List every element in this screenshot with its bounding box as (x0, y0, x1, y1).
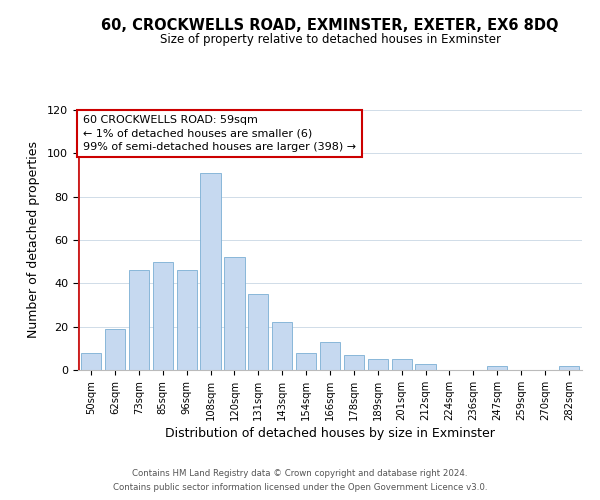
Bar (272, 322, 292, 370)
Bar (392, 359, 412, 370)
Bar (415, 364, 436, 370)
Bar (129, 270, 149, 370)
Bar (368, 359, 388, 370)
Bar (105, 329, 125, 370)
Text: 60, CROCKWELLS ROAD, EXMINSTER, EXETER, EX6 8DQ: 60, CROCKWELLS ROAD, EXMINSTER, EXETER, … (101, 18, 559, 32)
Bar (152, 262, 173, 370)
Bar (200, 173, 221, 370)
Text: Contains HM Land Registry data © Crown copyright and database right 2024.: Contains HM Land Registry data © Crown c… (132, 468, 468, 477)
Bar (176, 270, 197, 370)
Y-axis label: Number of detached properties: Number of detached properties (27, 142, 40, 338)
Bar (296, 352, 316, 370)
Bar (320, 342, 340, 370)
Text: Size of property relative to detached houses in Exminster: Size of property relative to detached ho… (160, 32, 500, 46)
Text: Contains public sector information licensed under the Open Government Licence v3: Contains public sector information licen… (113, 484, 487, 492)
Bar (81, 352, 101, 370)
Bar (487, 366, 508, 370)
Bar (559, 366, 579, 370)
Bar (344, 355, 364, 370)
X-axis label: Distribution of detached houses by size in Exminster: Distribution of detached houses by size … (165, 427, 495, 440)
Text: 60 CROCKWELLS ROAD: 59sqm
← 1% of detached houses are smaller (6)
99% of semi-de: 60 CROCKWELLS ROAD: 59sqm ← 1% of detach… (83, 115, 356, 152)
Bar (248, 294, 268, 370)
Bar (224, 258, 245, 370)
